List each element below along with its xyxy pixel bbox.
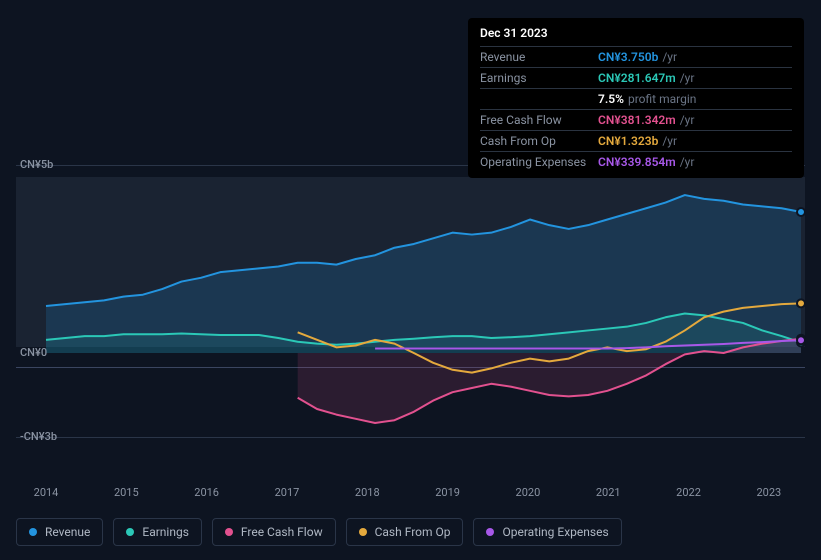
legend-item-label: Operating Expenses (502, 525, 608, 539)
legend-dot-icon (126, 528, 134, 536)
series-end-dot (797, 208, 805, 216)
x-axis: 2014 2015 2016 2017 2018 2019 2020 2021 2022 2023 (16, 486, 805, 502)
legend: Revenue Earnings Free Cash Flow Cash From O… (16, 518, 622, 546)
y-label-top: CN¥5b (20, 158, 53, 171)
y-label-zero: CN¥0 (20, 346, 47, 359)
tooltip-row-label: Free Cash Flow (480, 113, 598, 127)
tooltip-row: 7.5%profit margin (480, 88, 792, 109)
chart-tooltip: Dec 31 2023 RevenueCN¥3.750b/yrEarningsC… (468, 18, 804, 178)
legend-item[interactable]: Cash From Op (346, 518, 464, 546)
legend-item-label: Cash From Op (375, 525, 451, 539)
y-label-bottom: -CN¥3b (20, 430, 57, 443)
x-tick: 2022 (676, 486, 701, 499)
tooltip-row-label: Earnings (480, 71, 598, 85)
tooltip-row-label: Cash From Op (480, 134, 598, 148)
x-tick: 2021 (596, 486, 621, 499)
tooltip-row-value: CN¥1.323b/yr (598, 134, 677, 148)
tooltip-row-value: CN¥381.342m/yr (598, 113, 694, 127)
tooltip-row-value: 7.5%profit margin (598, 92, 696, 106)
chart-svg (16, 158, 805, 478)
tooltip-row: EarningsCN¥281.647m/yr (480, 67, 792, 88)
x-tick: 2019 (435, 486, 460, 499)
tooltip-date: Dec 31 2023 (480, 26, 792, 46)
x-tick: 2015 (114, 486, 139, 499)
x-tick: 2023 (756, 486, 781, 499)
legend-item[interactable]: Free Cash Flow (212, 518, 336, 546)
legend-dot-icon (359, 528, 367, 536)
tooltip-row: Operating ExpensesCN¥339.854m/yr (480, 151, 792, 172)
x-tick: 2018 (355, 486, 380, 499)
series-end-dot (797, 336, 805, 344)
tooltip-row: Free Cash FlowCN¥381.342m/yr (480, 109, 792, 130)
x-tick: 2017 (275, 486, 300, 499)
x-tick: 2016 (194, 486, 219, 499)
legend-dot-icon (29, 528, 37, 536)
legend-item[interactable]: Revenue (16, 518, 103, 546)
tooltip-row-value: CN¥339.854m/yr (598, 155, 694, 169)
x-tick: 2020 (516, 486, 541, 499)
legend-item[interactable]: Earnings (113, 518, 202, 546)
tooltip-row-label: Revenue (480, 50, 598, 64)
legend-dot-icon (225, 528, 233, 536)
legend-item-label: Free Cash Flow (241, 525, 323, 539)
legend-item-label: Earnings (142, 525, 189, 539)
chart-area: CN¥5b CN¥0 -CN¥3b (16, 158, 805, 482)
legend-item-label: Revenue (45, 525, 90, 539)
legend-item[interactable]: Operating Expenses (473, 518, 621, 546)
tooltip-row: Cash From OpCN¥1.323b/yr (480, 130, 792, 151)
tooltip-row-label (480, 92, 598, 106)
tooltip-row: RevenueCN¥3.750b/yr (480, 46, 792, 67)
tooltip-row-label: Operating Expenses (480, 155, 598, 169)
tooltip-row-value: CN¥3.750b/yr (598, 50, 677, 64)
series-end-dot (797, 299, 805, 307)
legend-dot-icon (486, 528, 494, 536)
x-tick: 2014 (34, 486, 59, 499)
tooltip-row-value: CN¥281.647m/yr (598, 71, 694, 85)
